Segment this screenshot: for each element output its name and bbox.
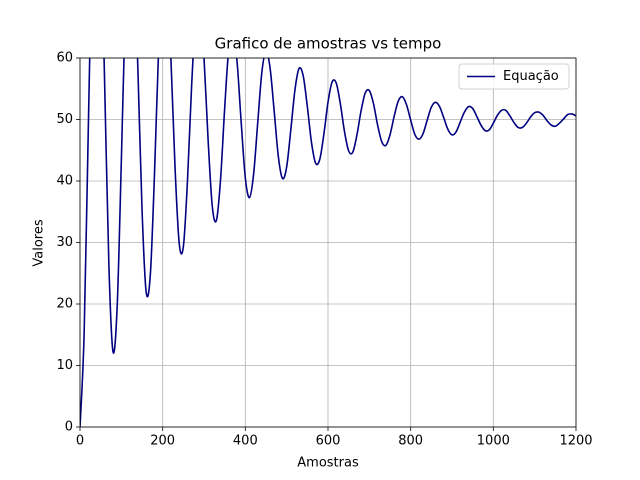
x-tick-label: 600 [316,434,341,449]
x-tick-label: 400 [233,434,258,449]
y-tick-label: 20 [56,297,73,312]
y-tick-label: 50 [56,112,73,127]
legend-label: Equação [503,69,559,84]
x-tick-label: 0 [76,434,84,449]
legend: Equação [458,63,570,90]
x-axis-label: Amostras [297,456,359,471]
data-line [80,58,576,427]
y-tick-label: 40 [56,174,73,189]
axes-frame [79,57,577,428]
y-tick-label: 10 [56,358,73,373]
x-tick-label: 200 [150,434,175,449]
chart-title: Grafico de amostras vs tempo [215,35,442,53]
y-tick-label: 60 [56,51,73,66]
x-tick-label: 800 [398,434,423,449]
y-tick-label: 30 [56,235,73,250]
y-tick-label: 0 [65,420,73,435]
y-axis-label: Valores [32,219,47,266]
x-tick-label: 1000 [477,434,510,449]
x-tick-label: 1200 [559,434,592,449]
legend-box [458,63,570,90]
